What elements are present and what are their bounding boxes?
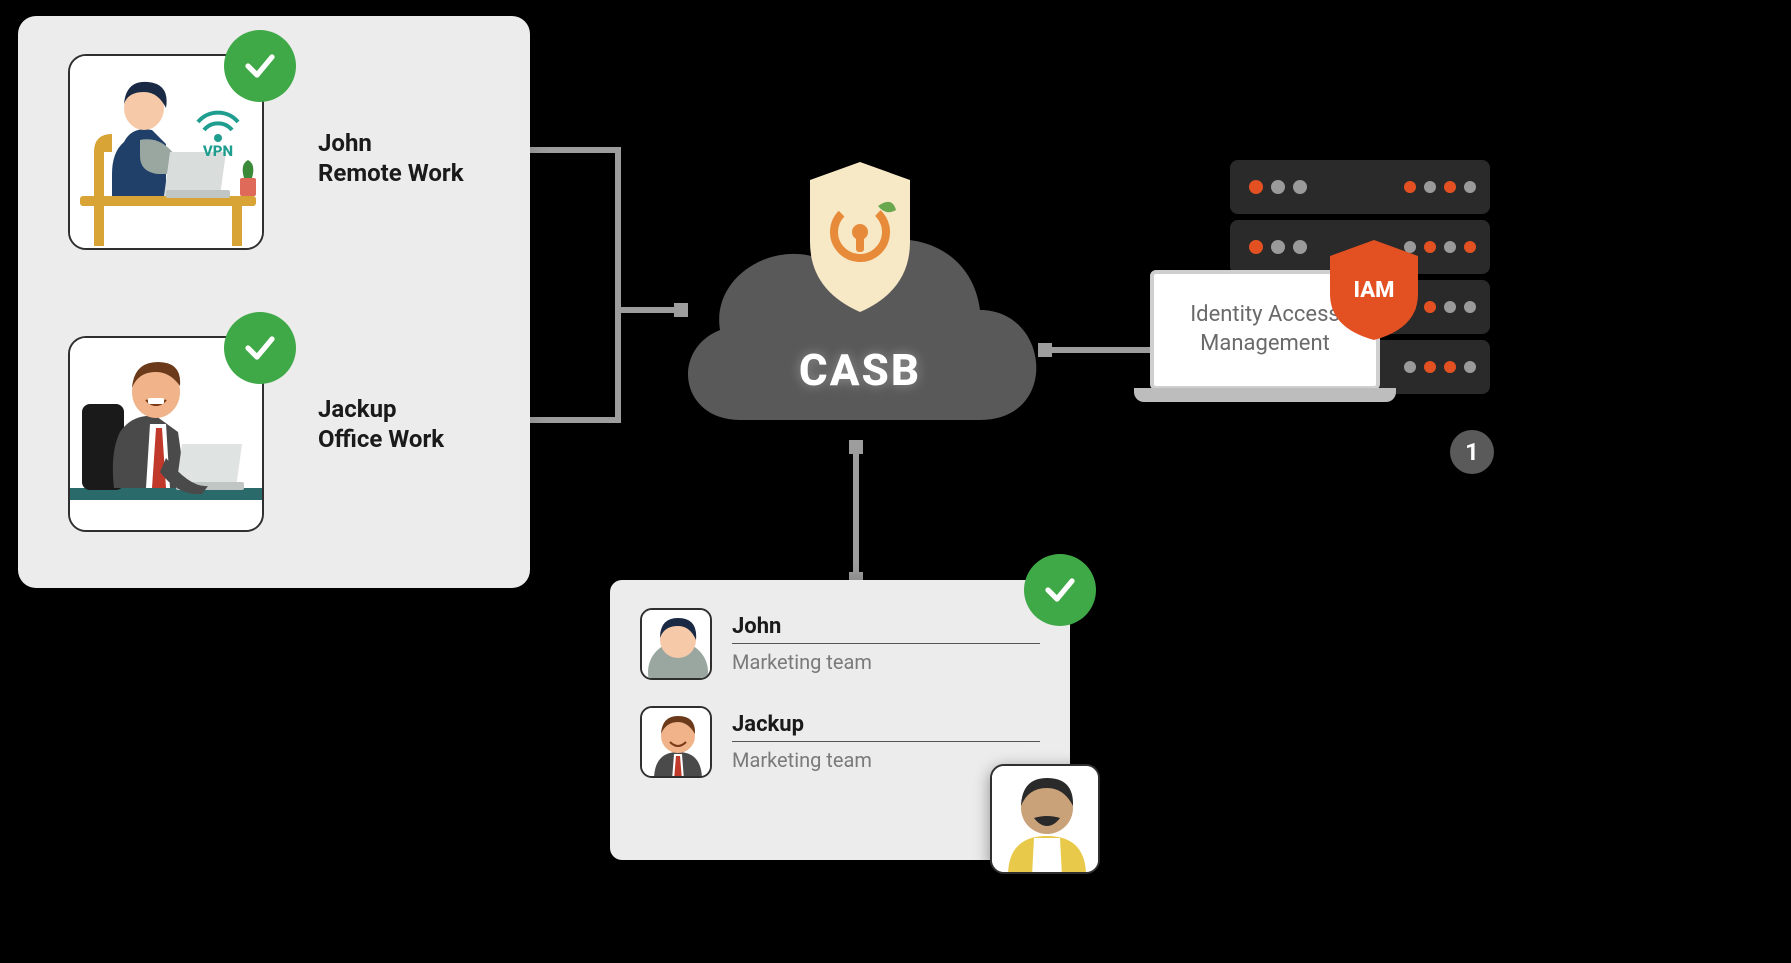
iam-badge-text: IAM bbox=[1354, 278, 1395, 303]
team-name: Jackup bbox=[732, 712, 1040, 742]
avatar-jackup bbox=[640, 706, 712, 778]
user-subtitle: Office Work bbox=[318, 424, 444, 454]
iam-block: Identity Access Management IAM 1 bbox=[1150, 120, 1530, 450]
avatar-john bbox=[640, 608, 712, 680]
check-icon bbox=[242, 330, 278, 366]
left-users-panel: VPN John Remote Work bbox=[18, 16, 530, 588]
user-name: John bbox=[318, 128, 464, 158]
iam-title-2: Management bbox=[1190, 330, 1340, 359]
user-label-john: John Remote Work bbox=[318, 128, 464, 188]
cloud-shape bbox=[660, 160, 1060, 460]
user-subtitle: Remote Work bbox=[318, 158, 464, 188]
casb-cloud: CASB bbox=[660, 160, 1060, 460]
team-role: Marketing team bbox=[732, 650, 1040, 674]
cloud-label: CASB bbox=[660, 344, 1060, 396]
team-row-john: John Marketing team bbox=[640, 608, 1040, 680]
iam-card-text: Identity Access Management bbox=[1190, 301, 1340, 358]
team-row-jackup: Jackup Marketing team bbox=[640, 706, 1040, 778]
check-badge-jackup bbox=[224, 312, 296, 384]
extra-avatar bbox=[990, 764, 1100, 874]
user-name: Jackup bbox=[318, 394, 444, 424]
check-badge-john bbox=[224, 30, 296, 102]
team-card: John Marketing team Jackup Marketing tea… bbox=[610, 580, 1070, 860]
iam-title-1: Identity Access bbox=[1190, 301, 1340, 330]
check-icon bbox=[242, 48, 278, 84]
laptop-base bbox=[1134, 388, 1396, 402]
vpn-text: VPN bbox=[203, 142, 233, 160]
check-icon bbox=[1042, 572, 1078, 608]
check-badge-team bbox=[1024, 554, 1096, 626]
iam-count-badge: 1 bbox=[1450, 430, 1494, 474]
iam-shield: IAM bbox=[1330, 240, 1418, 340]
user-label-jackup: Jackup Office Work bbox=[318, 394, 444, 454]
team-name: John bbox=[732, 614, 1040, 644]
